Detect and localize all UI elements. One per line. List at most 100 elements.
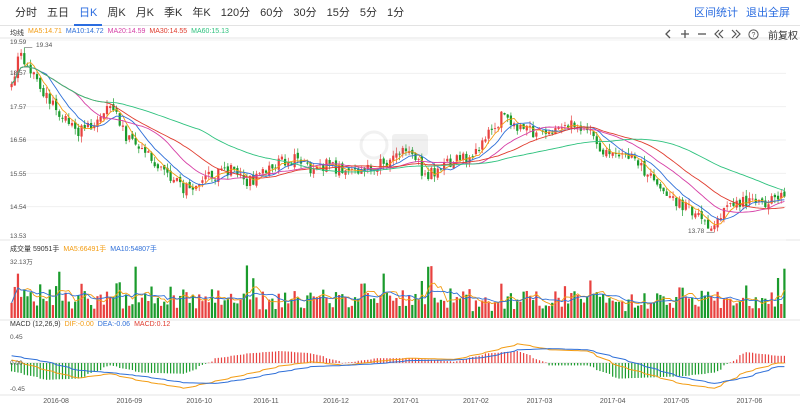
tab-yearly-k[interactable]: 年K bbox=[192, 7, 211, 19]
ma5-line bbox=[11, 62, 785, 225]
dea-line bbox=[11, 348, 785, 384]
volume-bar bbox=[595, 292, 598, 318]
adjust-forward-button[interactable]: 前复权 bbox=[768, 30, 798, 42]
tab-60min[interactable]: 60分 bbox=[260, 7, 284, 19]
exit-fullscreen-link[interactable]: 退出全屏 bbox=[746, 7, 790, 19]
price-tick-3: 16.56 bbox=[10, 137, 27, 144]
candle-body bbox=[551, 132, 554, 134]
volume-bar bbox=[662, 296, 665, 318]
volume-bar bbox=[671, 307, 675, 318]
candle-body bbox=[722, 207, 726, 220]
candle-body bbox=[773, 194, 776, 198]
macd-histogram-bar bbox=[61, 363, 64, 380]
candle-body bbox=[627, 154, 630, 159]
volume-bar bbox=[217, 290, 220, 318]
volume-bar bbox=[261, 291, 264, 318]
volume-bar bbox=[757, 308, 761, 318]
macd-histogram-bar bbox=[510, 351, 512, 363]
volume-bar bbox=[621, 301, 624, 318]
candle-body bbox=[249, 175, 252, 186]
macd-histogram-bar bbox=[402, 358, 404, 363]
volume-bar bbox=[29, 292, 32, 318]
macd-histogram-bar bbox=[618, 363, 620, 379]
tab-weekly-k[interactable]: 周K bbox=[107, 7, 126, 19]
volume-bar bbox=[325, 297, 328, 318]
date-tick-label: 2017-02 bbox=[463, 398, 489, 405]
volume-bar bbox=[557, 297, 560, 318]
macd-histogram-bar bbox=[297, 352, 299, 363]
zoom-out-icon[interactable] bbox=[696, 28, 708, 40]
candle-body bbox=[671, 196, 675, 198]
candle-body bbox=[80, 125, 83, 137]
scroll-start-icon[interactable] bbox=[713, 28, 725, 40]
volume-bar bbox=[64, 292, 67, 318]
help-icon[interactable]: ? bbox=[747, 28, 759, 40]
candle-body bbox=[229, 165, 233, 176]
tab-1min[interactable]: 分时 bbox=[15, 7, 37, 19]
macd-histogram-bar bbox=[472, 357, 474, 363]
macd-histogram-bar bbox=[150, 363, 153, 373]
macd-histogram-bar bbox=[742, 353, 744, 363]
volume-bar bbox=[175, 307, 179, 318]
volume-bar bbox=[118, 282, 121, 318]
tab-30min[interactable]: 30分 bbox=[293, 7, 317, 19]
scroll-end-icon[interactable] bbox=[730, 28, 742, 40]
tab-5day[interactable]: 五日 bbox=[47, 7, 69, 19]
candle-body bbox=[462, 153, 465, 160]
macd-histogram-bar bbox=[697, 363, 700, 375]
macd-histogram-bar bbox=[554, 363, 557, 366]
volume-bar bbox=[131, 304, 134, 318]
candle-body bbox=[640, 163, 643, 166]
tab-5min[interactable]: 5分 bbox=[359, 7, 377, 19]
macd-histogram-bar bbox=[666, 363, 668, 377]
ma60-legend: MA60:15.13 bbox=[191, 28, 229, 35]
zoom-in-icon[interactable] bbox=[679, 28, 691, 40]
macd-histogram-bar bbox=[77, 363, 79, 379]
volume-bar bbox=[773, 306, 776, 318]
arrow-left-icon[interactable] bbox=[662, 28, 674, 40]
volume-bar bbox=[83, 291, 86, 318]
tab-1min-bar[interactable]: 1分 bbox=[386, 7, 405, 19]
price-legend: 均线 MA5:14.71 MA10:14.72 MA20:14.59 MA30:… bbox=[10, 28, 233, 38]
macd-histogram-bar bbox=[33, 363, 35, 377]
tab-quarterly-k[interactable]: 季K bbox=[164, 7, 183, 19]
volume-bar bbox=[264, 309, 268, 318]
candle-body bbox=[16, 56, 20, 79]
volume-ma5-line bbox=[11, 282, 785, 307]
volume-bar bbox=[468, 289, 471, 318]
candle-body bbox=[404, 148, 408, 152]
dif-line bbox=[11, 343, 785, 389]
volume-bar bbox=[226, 298, 229, 318]
tab-15min[interactable]: 15分 bbox=[326, 7, 350, 19]
volume-bar bbox=[398, 305, 401, 318]
macd-histogram-bar bbox=[23, 363, 25, 375]
candle-body bbox=[20, 52, 23, 56]
volume-bar bbox=[668, 303, 672, 318]
volume-bar bbox=[443, 300, 446, 318]
candle-body bbox=[124, 126, 128, 141]
candle-body bbox=[443, 162, 446, 171]
tab-daily-k[interactable]: 日K bbox=[74, 0, 103, 26]
tab-120min[interactable]: 120分 bbox=[220, 7, 251, 19]
volume-bar bbox=[134, 266, 137, 318]
candle-body bbox=[51, 100, 55, 105]
volume-bar bbox=[716, 291, 719, 318]
interval-stats-link[interactable]: 区间统计 bbox=[694, 7, 738, 19]
macd-value-legend: MACD:0.12 bbox=[134, 321, 171, 328]
volume-bar bbox=[522, 291, 525, 318]
macd-histogram-bar bbox=[109, 363, 111, 366]
volume-bar bbox=[169, 286, 172, 318]
macd-histogram-bar bbox=[599, 363, 601, 372]
volume-bar bbox=[55, 286, 58, 318]
volume-bar bbox=[67, 301, 70, 318]
macd-histogram-bar bbox=[217, 357, 219, 363]
tab-monthly-k[interactable]: 月K bbox=[135, 7, 155, 19]
volume-bar bbox=[39, 284, 42, 318]
candle-body bbox=[398, 153, 401, 155]
volume-bar bbox=[26, 296, 29, 318]
macd-histogram-bar bbox=[179, 363, 181, 374]
macd-histogram-bar bbox=[488, 353, 490, 363]
volume-bar bbox=[299, 307, 303, 318]
candle-body bbox=[379, 158, 382, 170]
candle-body bbox=[99, 116, 102, 122]
